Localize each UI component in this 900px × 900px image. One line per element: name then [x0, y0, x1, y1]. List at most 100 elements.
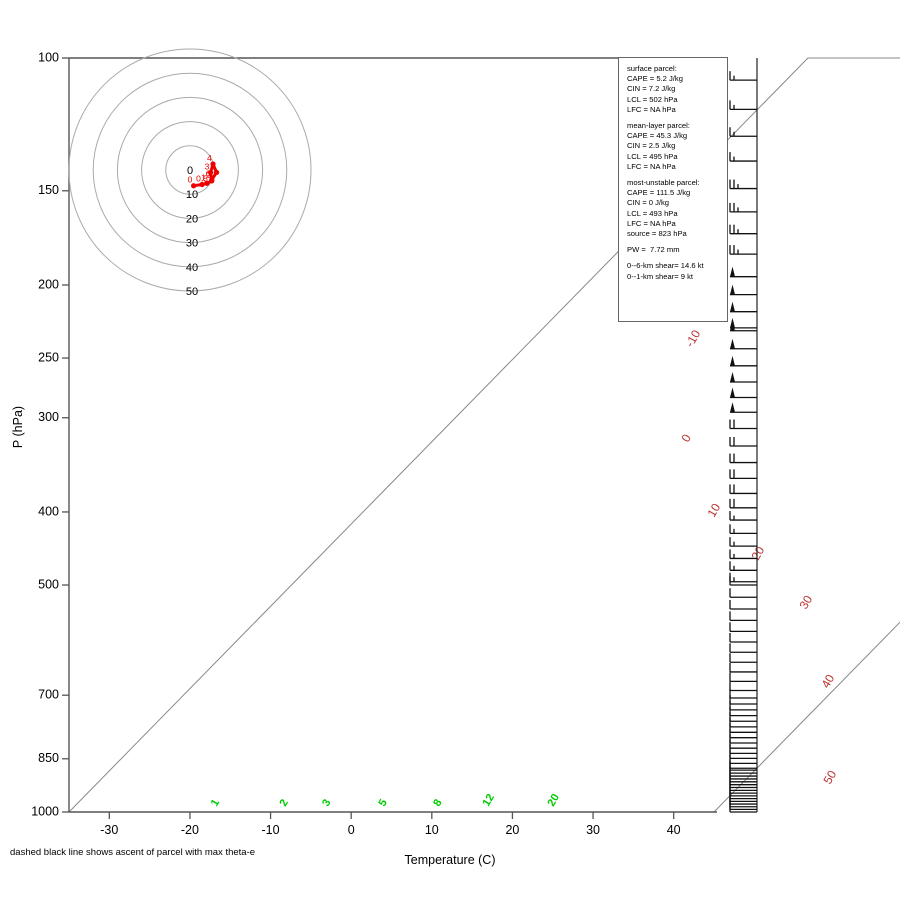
dry-adiabat-label: 30 [796, 593, 815, 612]
svg-text:5: 5 [377, 797, 390, 808]
most-unstable-parcel-cape: CAPE = 111.5 J/kg [627, 188, 691, 198]
most-unstable-parcel-cin: CIN = 0 J/kg [627, 198, 669, 208]
wind-barb [730, 338, 757, 350]
pressure-tick-label: 500 [38, 577, 59, 591]
mean-layer-parcel-cape: CAPE = 45.3 J/kg [627, 131, 688, 141]
wind-barb [729, 224, 757, 235]
wind-barb [729, 537, 757, 547]
temperature-tick-label: -30 [100, 823, 118, 837]
pressure-tick-label: 100 [38, 50, 59, 64]
wind-barb [729, 498, 757, 509]
wind-barb [730, 402, 757, 413]
hodograph-point-label: 3 [205, 161, 210, 171]
hodograph-point [207, 169, 214, 176]
hodograph-point [214, 169, 220, 176]
dry-adiabat-label: 10 [704, 501, 723, 520]
pressure-tick-label: 700 [38, 688, 59, 702]
temperature-tick-label: -20 [181, 823, 199, 837]
wind-barb [729, 622, 757, 633]
hodograph-point [209, 177, 215, 183]
svg-text:40: 40 [818, 672, 837, 691]
wind-barb [729, 436, 757, 447]
mixing-ratio-label: 2 [278, 797, 291, 808]
wind-barb [729, 71, 757, 81]
hodograph-ring [68, 48, 312, 292]
wind-barb [730, 266, 757, 278]
x-axis-title: Temperature (C) [404, 853, 496, 867]
hodograph-point-label: 0.5 [196, 174, 208, 184]
wind-barb [729, 662, 757, 673]
hodograph-point-label: 2 [206, 170, 211, 180]
temperature-tick-label: 30 [586, 823, 600, 837]
hodograph-point-label: 1 [201, 172, 206, 182]
dry-adiabat-label: 40 [818, 672, 837, 691]
mixing-ratio-label: 3 [320, 797, 333, 808]
wind-barb [729, 453, 757, 464]
hodograph-ring-label: 50 [186, 286, 198, 298]
wind-barb [729, 561, 757, 571]
wind-barb [729, 524, 757, 534]
wind-barb [729, 600, 757, 610]
surface-parcel-lcl: LCL = 502 hPa [627, 94, 678, 104]
wind-barb [729, 511, 757, 521]
wind-barb [729, 245, 757, 255]
hodograph-ring-label: 30 [186, 238, 198, 250]
hodograph-point [210, 161, 216, 167]
wind-barb [729, 653, 757, 663]
wind-barb [730, 355, 757, 367]
hodograph-point-label: 6 [206, 169, 211, 179]
mixing-ratio-label: 5 [377, 797, 390, 808]
hodograph-ring [116, 96, 264, 244]
mixing-ratio-label: 8 [431, 797, 444, 808]
svg-text:50: 50 [820, 768, 839, 787]
wind-barb [729, 672, 757, 682]
hodograph-ring [92, 72, 288, 268]
pressure-tick-label: 850 [38, 751, 59, 765]
wind-barb [729, 611, 757, 622]
mean-layer-parcel-cin: CIN = 2.5 J/kg [627, 141, 676, 151]
temperature-tick-label: -10 [262, 823, 280, 837]
svg-text:2: 2 [278, 797, 291, 808]
wind-barb [729, 179, 757, 190]
hodograph-ring-label: 40 [186, 262, 198, 274]
wind-barb [730, 387, 757, 399]
wind-barb [730, 372, 757, 383]
wind-barb [730, 317, 757, 329]
mean-layer-parcel-lfc: LFC = NA hPa [627, 161, 676, 171]
pressure-tick-label: 1000 [31, 804, 59, 818]
svg-text:30: 30 [796, 593, 815, 612]
wind-barb-column [729, 71, 757, 813]
wind-barb [730, 301, 757, 313]
most-unstable-parcel-heading: most-unstable parcel: [627, 178, 700, 188]
hodograph-ring-label: 0 [187, 165, 193, 177]
svg-text:10: 10 [704, 501, 723, 520]
wind-barb [729, 643, 757, 653]
wind-barb [729, 572, 757, 583]
mean-layer-parcel-heading: mean-layer parcel: [627, 121, 690, 131]
svg-text:1: 1 [209, 797, 222, 808]
hodograph-point [191, 183, 197, 189]
svg-text:20: 20 [546, 792, 563, 809]
wind-barb [729, 152, 757, 162]
temperature-tick-label: 40 [667, 823, 681, 837]
most-unstable-parcel-source: source = 823 hPa [627, 229, 687, 239]
wind-barb [729, 484, 757, 495]
hodograph-ring [141, 121, 239, 219]
precipitable-water: PW = 7.72 mm [627, 245, 680, 255]
surface-parcel-lfc: LFC = NA hPa [627, 104, 676, 114]
temperature-tick-label: 20 [505, 823, 519, 837]
wind-barb [729, 127, 757, 137]
mixing-ratio-label: 20 [546, 792, 563, 809]
wind-barb [729, 100, 757, 111]
most-unstable-parcel-lcl: LCL = 493 hPa [627, 208, 678, 218]
shear-0-6km: 0--6-km shear= 14.6 kt [627, 261, 704, 271]
pressure-tick-label: 200 [38, 277, 59, 291]
hodograph-ring-label: 20 [186, 213, 198, 225]
wind-barb [729, 419, 757, 430]
pressure-tick-label: 150 [38, 183, 59, 197]
svg-text:8: 8 [431, 797, 444, 808]
pressure-tick-label: 300 [38, 410, 59, 424]
